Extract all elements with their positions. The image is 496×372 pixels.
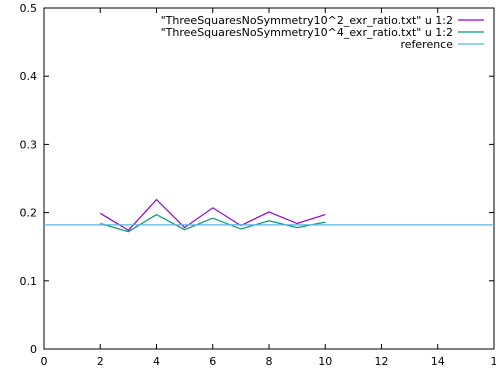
legend-label: "ThreeSquaresNoSymmetry10^4_exr_ratio.tx… (161, 26, 453, 39)
series-line-1 (99, 198, 326, 232)
x-tick-label: 12 (375, 355, 389, 368)
x-axis: 0 2 4 6 8 10 12 14 1 (41, 8, 496, 368)
y-tick-label: 0.3 (20, 138, 38, 151)
x-tick-label: 2 (97, 355, 104, 368)
y-tick-label: 0.5 (20, 2, 38, 15)
y-tick-label: 0.2 (20, 207, 38, 220)
y-tick-label: 0 (30, 343, 37, 356)
x-tick-label: 0 (41, 355, 48, 368)
legend-label: "ThreeSquaresNoSymmetry10^2_exr_ratio.tx… (161, 14, 453, 27)
x-tick-label: 6 (209, 355, 216, 368)
series-layer (44, 198, 494, 233)
series-line-2 (100, 213, 326, 233)
legend-label: reference (400, 38, 453, 51)
x-tick-label: 14 (431, 355, 445, 368)
x-tick-label: 4 (153, 355, 160, 368)
x-tick-label: 8 (266, 355, 273, 368)
legend: "ThreeSquaresNoSymmetry10^2_exr_ratio.tx… (161, 14, 484, 51)
y-tick-label: 0.4 (20, 70, 38, 83)
y-axis: 0 0.1 0.2 0.3 0.4 0.5 (20, 2, 494, 356)
x-tick-label: 1 (491, 355, 496, 368)
y-tick-label: 0.1 (20, 275, 38, 288)
x-tick-label: 10 (318, 355, 332, 368)
plot-area-frame (43, 7, 495, 350)
